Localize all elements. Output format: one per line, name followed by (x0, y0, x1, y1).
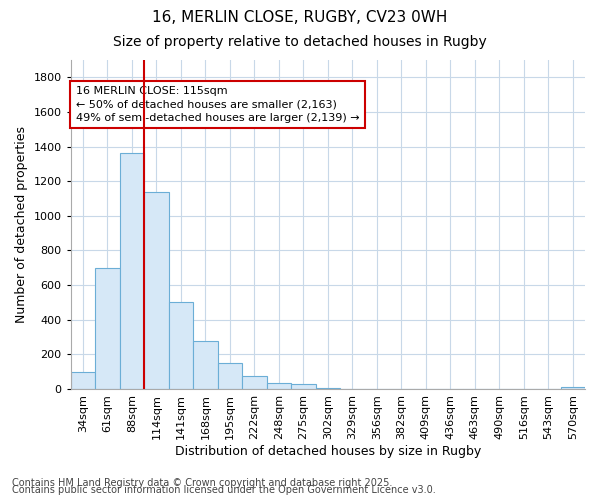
Y-axis label: Number of detached properties: Number of detached properties (15, 126, 28, 323)
Bar (560, 387, 585, 389)
Text: Contains HM Land Registry data © Crown copyright and database right 2025.: Contains HM Land Registry data © Crown c… (12, 478, 392, 488)
Text: 16, MERLIN CLOSE, RUGBY, CV23 0WH: 16, MERLIN CLOSE, RUGBY, CV23 0WH (152, 10, 448, 25)
Bar (291, 384, 316, 389)
Bar (144, 192, 169, 389)
Bar (95, 268, 119, 389)
Text: Size of property relative to detached houses in Rugby: Size of property relative to detached ho… (113, 35, 487, 49)
Bar (193, 342, 218, 389)
X-axis label: Distribution of detached houses by size in Rugby: Distribution of detached houses by size … (175, 444, 481, 458)
Bar (316, 388, 340, 389)
Bar (119, 154, 144, 389)
Text: Contains public sector information licensed under the Open Government Licence v3: Contains public sector information licen… (12, 485, 436, 495)
Bar (169, 302, 193, 389)
Text: 16 MERLIN CLOSE: 115sqm
← 50% of detached houses are smaller (2,163)
49% of semi: 16 MERLIN CLOSE: 115sqm ← 50% of detache… (76, 86, 359, 122)
Bar (266, 383, 291, 389)
Bar (242, 376, 266, 389)
Bar (218, 364, 242, 389)
Bar (71, 372, 95, 389)
